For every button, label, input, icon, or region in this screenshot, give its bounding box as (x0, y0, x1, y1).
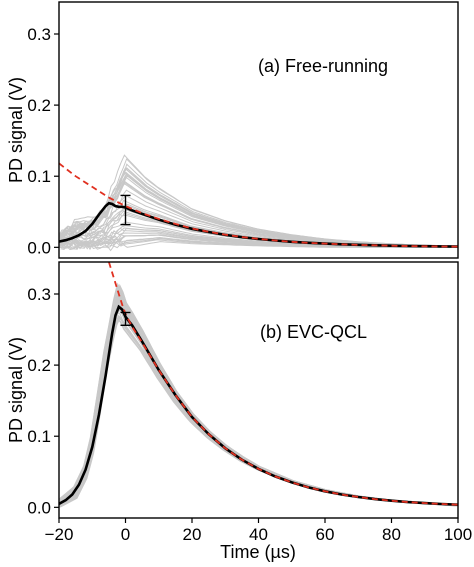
panel-a-clipped-area (59, 154, 458, 252)
panel-b-error-bar (120, 311, 131, 326)
panel-b-x-ticks: −20 0 20 40 60 80 100 (45, 518, 472, 544)
panel-b-gray-trace (59, 291, 458, 506)
panel-b-gray-trace (59, 294, 458, 506)
panel-b-x-tick-label: 0 (121, 525, 130, 544)
panel-b-x-tick-label: 40 (249, 525, 268, 544)
panel-a-free-running: 0.0 0.1 0.2 0.3 (a) Free-running PD signal … (6, 1, 459, 259)
panel-b-gray-trace (59, 309, 457, 507)
panel-b-gray-trace (59, 297, 458, 506)
panel-b-exp-fit-line (108, 262, 458, 506)
panel-b-gray-trace (59, 308, 458, 507)
panel-b-gray-trace (59, 305, 458, 507)
panel-b-gray-trace (59, 299, 458, 506)
panel-b-y-tick-label: 0.2 (27, 356, 51, 375)
panel-b-y-tick-label: 0.0 (27, 498, 51, 517)
panel-b-x-tick-label: 80 (382, 525, 401, 544)
panel-b-x-tick-label: −20 (45, 525, 74, 544)
panel-a-y-tick-label: 0.2 (27, 96, 51, 115)
panel-b-y-tick-label: 0.1 (27, 427, 51, 446)
panel-b-gray-trace (59, 305, 457, 507)
panel-b-gray-trace (59, 313, 457, 507)
panel-b-y-ticks: 0.0 0.1 0.2 0.3 (27, 285, 59, 517)
panel-b-gray-trace (59, 316, 458, 508)
panel-b-x-tick-label: 60 (316, 525, 335, 544)
panel-b-gray-trace (59, 308, 458, 507)
panel-b-gray-trace (59, 316, 458, 508)
panel-b-gray-trace (59, 315, 458, 508)
panel-a-frame (58, 1, 459, 259)
panel-b-gray-trace (59, 296, 458, 506)
panel-b-evc-qcl: 0.0 0.1 0.2 0.3 −20 0 20 40 60 80 100 (b) EVC-QCL… (6, 261, 472, 562)
panel-a-y-tick-label: 0.1 (27, 167, 51, 186)
panel-b-y-axis-label: PD signal (V) (6, 337, 26, 443)
panel-b-x-tick-label: 20 (183, 525, 202, 544)
panel-b-average-trace (59, 304, 458, 506)
panel-b-gray-trace (59, 315, 458, 508)
panel-b-gray-trace (59, 303, 458, 507)
panel-b-x-tick-label: 100 (444, 525, 472, 544)
panel-b-gray-trace (59, 300, 458, 507)
panel-b-gray-trace (59, 298, 457, 506)
panel-b-plot-layer (59, 262, 458, 508)
panel-a-y-tick-label: 0.3 (27, 25, 51, 44)
panel-b-gray-trace (59, 293, 457, 506)
panel-a-y-axis-label: PD signal (V) (6, 77, 26, 183)
panel-b-gray-trace (60, 316, 458, 508)
panel-b-annotation: (b) EVC-QCL (260, 322, 367, 342)
panel-b-gray-trace (59, 317, 457, 508)
panel-a-annotation: (a) Free-running (258, 56, 388, 76)
panel-a-error-bar (120, 194, 131, 226)
panel-b-gray-trace (59, 285, 458, 506)
panel-b-gray-traces (59, 282, 458, 508)
panel-a-y-ticks: 0.0 0.1 0.2 0.3 (27, 25, 59, 257)
panel-b-y-tick-label: 0.3 (27, 285, 51, 304)
panel-b-clipped-area (59, 262, 458, 508)
panel-a-plot-layer (59, 154, 458, 252)
panel-b-gray-trace (59, 294, 457, 506)
panel-a-exp-fit-line (59, 162, 458, 248)
panel-b-gray-trace (59, 296, 457, 506)
panel-b-x-axis-label: Time (µs) (220, 542, 296, 562)
panel-b-gray-trace (59, 293, 458, 506)
panel-a-y-tick-label: 0.0 (27, 238, 51, 257)
panel-b-gray-trace (59, 317, 457, 507)
